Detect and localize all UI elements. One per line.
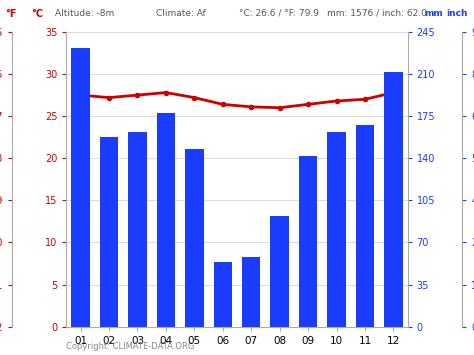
Bar xyxy=(384,72,402,327)
Bar xyxy=(299,156,317,327)
Text: Climate: Af: Climate: Af xyxy=(156,9,206,18)
Bar xyxy=(213,262,232,327)
Bar xyxy=(242,257,260,327)
Bar xyxy=(71,48,90,327)
Bar xyxy=(100,137,118,327)
Text: °C: °C xyxy=(31,9,43,19)
Text: Copyright: CLIMATE-DATA.ORG: Copyright: CLIMATE-DATA.ORG xyxy=(66,343,195,351)
Bar xyxy=(356,125,374,327)
Text: mm: mm xyxy=(424,9,443,18)
Bar xyxy=(185,149,203,327)
Text: °F: °F xyxy=(5,9,16,19)
Text: mm: 1576 / inch: 62.0: mm: 1576 / inch: 62.0 xyxy=(327,9,427,18)
Text: °C: 26.6 / °F: 79.9: °C: 26.6 / °F: 79.9 xyxy=(239,9,319,18)
Text: Altitude: -8m: Altitude: -8m xyxy=(55,9,114,18)
Text: inch: inch xyxy=(447,9,468,18)
Bar xyxy=(128,132,146,327)
Bar xyxy=(327,132,346,327)
Bar xyxy=(156,113,175,327)
Bar xyxy=(270,216,289,327)
